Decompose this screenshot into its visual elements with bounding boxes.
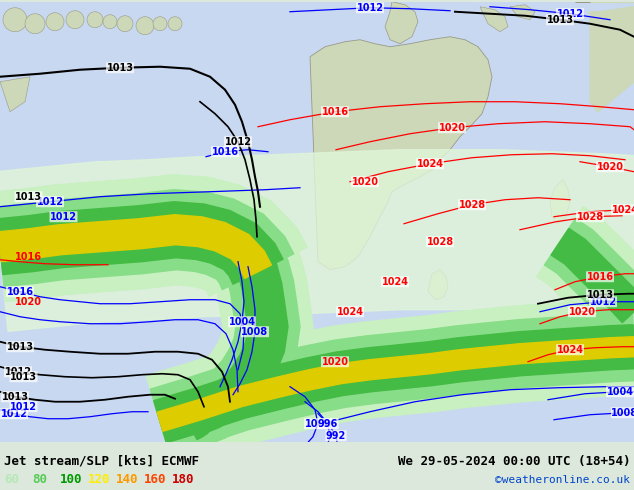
Polygon shape bbox=[146, 299, 634, 467]
Polygon shape bbox=[0, 150, 634, 331]
Polygon shape bbox=[0, 175, 307, 301]
Polygon shape bbox=[510, 5, 535, 20]
Text: 1012: 1012 bbox=[10, 402, 37, 412]
Text: 996: 996 bbox=[318, 419, 338, 429]
Circle shape bbox=[117, 16, 133, 32]
Text: 80: 80 bbox=[32, 473, 47, 487]
Polygon shape bbox=[0, 215, 271, 278]
Text: 180: 180 bbox=[172, 473, 195, 487]
Text: 1013: 1013 bbox=[586, 290, 614, 300]
Text: 1016: 1016 bbox=[586, 272, 614, 282]
Text: 1012: 1012 bbox=[4, 367, 32, 377]
Text: 1012: 1012 bbox=[37, 196, 63, 207]
Text: 1020: 1020 bbox=[351, 177, 378, 187]
Circle shape bbox=[46, 13, 64, 31]
Text: 140: 140 bbox=[116, 473, 138, 487]
Text: 1013: 1013 bbox=[15, 192, 42, 202]
Text: 1028: 1028 bbox=[576, 212, 604, 221]
Circle shape bbox=[153, 17, 167, 31]
Polygon shape bbox=[545, 219, 634, 331]
Text: 1000: 1000 bbox=[304, 419, 332, 429]
Circle shape bbox=[25, 14, 45, 34]
Text: 1028: 1028 bbox=[427, 237, 453, 247]
Text: 120: 120 bbox=[88, 473, 110, 487]
Text: 1013: 1013 bbox=[547, 15, 574, 24]
Text: 1020: 1020 bbox=[439, 122, 465, 133]
Text: 1008: 1008 bbox=[242, 327, 269, 337]
Text: 1004: 1004 bbox=[228, 317, 256, 327]
Text: 1020: 1020 bbox=[569, 307, 595, 317]
Text: 1028: 1028 bbox=[458, 200, 486, 210]
Polygon shape bbox=[153, 325, 634, 443]
Text: 1020: 1020 bbox=[15, 297, 42, 307]
Text: 100: 100 bbox=[60, 473, 82, 487]
Polygon shape bbox=[310, 37, 492, 270]
Text: 1012: 1012 bbox=[557, 9, 583, 19]
Text: 60: 60 bbox=[4, 473, 19, 487]
Text: 1012: 1012 bbox=[356, 3, 384, 13]
Polygon shape bbox=[174, 225, 300, 450]
Circle shape bbox=[168, 17, 182, 31]
Polygon shape bbox=[385, 2, 418, 44]
Circle shape bbox=[87, 12, 103, 28]
Text: 1012: 1012 bbox=[590, 297, 616, 307]
Text: 1016: 1016 bbox=[321, 107, 349, 117]
Text: 1024: 1024 bbox=[417, 159, 444, 169]
Polygon shape bbox=[578, 267, 596, 302]
Text: 1004: 1004 bbox=[607, 387, 633, 397]
Text: 1016: 1016 bbox=[15, 252, 42, 262]
Polygon shape bbox=[0, 202, 283, 284]
Text: 1013: 1013 bbox=[6, 342, 34, 352]
Circle shape bbox=[3, 8, 27, 32]
Polygon shape bbox=[570, 304, 585, 327]
Circle shape bbox=[103, 15, 117, 29]
Polygon shape bbox=[179, 233, 288, 440]
Text: 1013: 1013 bbox=[10, 372, 37, 382]
Polygon shape bbox=[551, 228, 634, 322]
Circle shape bbox=[136, 17, 154, 35]
Polygon shape bbox=[0, 190, 294, 290]
Polygon shape bbox=[550, 180, 570, 224]
Text: 1008: 1008 bbox=[611, 408, 634, 417]
Polygon shape bbox=[0, 77, 30, 112]
Text: 1016: 1016 bbox=[212, 147, 238, 157]
Text: 1024: 1024 bbox=[337, 307, 363, 317]
Text: We 29-05-2024 00:00 UTC (18+54): We 29-05-2024 00:00 UTC (18+54) bbox=[398, 455, 630, 467]
Polygon shape bbox=[480, 7, 508, 32]
Text: 1024: 1024 bbox=[612, 205, 634, 215]
Polygon shape bbox=[150, 313, 634, 454]
Text: 1016: 1016 bbox=[6, 287, 34, 297]
Text: 1012: 1012 bbox=[1, 409, 27, 419]
Text: 1020: 1020 bbox=[597, 162, 623, 172]
Polygon shape bbox=[537, 207, 634, 341]
Text: 1012: 1012 bbox=[224, 137, 252, 147]
Polygon shape bbox=[168, 216, 313, 462]
Text: 1020: 1020 bbox=[321, 357, 349, 367]
Polygon shape bbox=[157, 337, 634, 431]
Text: 1024: 1024 bbox=[557, 345, 583, 355]
Polygon shape bbox=[0, 2, 634, 441]
Text: ©weatheronline.co.uk: ©weatheronline.co.uk bbox=[495, 475, 630, 485]
Text: 992: 992 bbox=[326, 431, 346, 441]
Text: 1013: 1013 bbox=[107, 63, 134, 73]
Text: Jet stream/SLP [kts] ECMWF: Jet stream/SLP [kts] ECMWF bbox=[4, 455, 199, 467]
Text: 160: 160 bbox=[144, 473, 167, 487]
Circle shape bbox=[66, 11, 84, 29]
Text: 1012: 1012 bbox=[50, 212, 77, 221]
Polygon shape bbox=[428, 270, 448, 300]
Polygon shape bbox=[590, 7, 634, 112]
Text: 1013: 1013 bbox=[1, 392, 29, 402]
Text: 1024: 1024 bbox=[382, 277, 408, 287]
